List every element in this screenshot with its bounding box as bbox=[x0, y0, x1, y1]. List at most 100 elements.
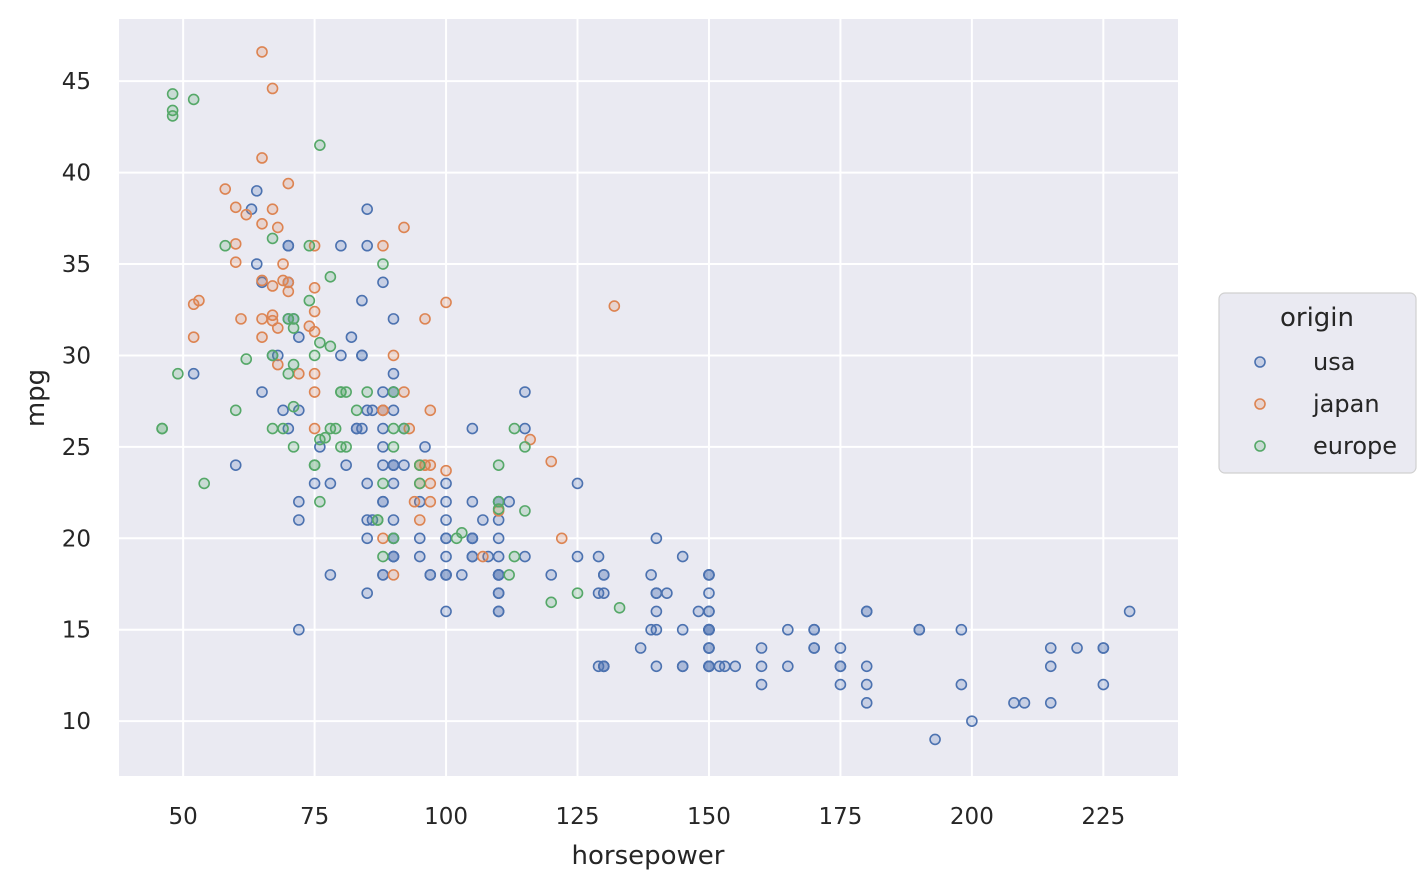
data-point-japan bbox=[424, 477, 437, 490]
data-point-usa bbox=[808, 623, 820, 636]
x-tick-label: 125 bbox=[556, 804, 600, 830]
legend-entries: usa japan europe bbox=[1254, 348, 1397, 460]
data-point-usa bbox=[860, 605, 873, 618]
legend-marker-usa bbox=[1254, 356, 1266, 368]
data-point-usa bbox=[492, 532, 505, 545]
data-point-usa bbox=[466, 422, 479, 435]
data-point-japan bbox=[282, 177, 295, 190]
y-axis-label: mpg bbox=[21, 369, 51, 427]
data-point-usa bbox=[492, 550, 505, 563]
data-point-usa bbox=[834, 642, 847, 654]
data-point-europe bbox=[287, 358, 300, 371]
data-point-usa bbox=[650, 587, 663, 599]
data-point-usa bbox=[598, 660, 610, 673]
data-point-japan bbox=[308, 386, 321, 398]
y-tick-label: 20 bbox=[62, 526, 91, 552]
data-point-europe bbox=[172, 367, 184, 380]
data-point-usa bbox=[387, 514, 400, 526]
data-point-usa bbox=[519, 386, 531, 398]
data-point-japan bbox=[398, 221, 410, 234]
data-point-usa bbox=[782, 660, 794, 673]
data-point-europe bbox=[335, 441, 347, 453]
data-point-japan bbox=[377, 404, 389, 417]
data-point-usa bbox=[703, 605, 715, 618]
legend-label-japan: japan bbox=[1312, 390, 1380, 418]
data-point-usa bbox=[377, 276, 389, 289]
data-point-europe bbox=[450, 532, 463, 545]
data-point-usa bbox=[650, 532, 663, 545]
x-tick-label: 175 bbox=[818, 804, 862, 830]
data-point-europe bbox=[377, 258, 389, 270]
data-point-japan bbox=[408, 495, 421, 508]
data-point-usa bbox=[1008, 697, 1020, 709]
grid-lines bbox=[119, 19, 1178, 776]
data-point-europe bbox=[377, 550, 389, 563]
data-point-usa bbox=[1097, 678, 1110, 691]
data-point-usa bbox=[519, 422, 531, 435]
data-point-europe bbox=[287, 322, 300, 334]
data-point-japan bbox=[424, 404, 437, 417]
data-point-europe bbox=[371, 514, 384, 526]
data-point-europe bbox=[166, 104, 179, 117]
data-point-europe bbox=[266, 232, 279, 245]
data-point-usa bbox=[860, 697, 873, 709]
data-point-usa bbox=[419, 441, 431, 453]
data-point-usa bbox=[703, 569, 715, 581]
data-point-japan bbox=[308, 422, 321, 435]
x-tick-label: 50 bbox=[169, 804, 198, 830]
data-point-europe bbox=[387, 532, 400, 545]
y-tick-label: 25 bbox=[62, 435, 91, 461]
data-point-japan bbox=[377, 239, 389, 252]
data-point-usa bbox=[387, 367, 400, 380]
data-point-usa bbox=[277, 404, 289, 417]
data-point-usa bbox=[592, 587, 605, 599]
data-point-japan bbox=[387, 569, 400, 581]
data-point-usa bbox=[503, 495, 515, 508]
data-point-japan bbox=[477, 550, 489, 563]
data-point-europe bbox=[308, 459, 321, 471]
data-point-usa bbox=[1123, 605, 1136, 618]
data-point-japan bbox=[308, 325, 321, 338]
data-point-europe bbox=[266, 349, 279, 362]
data-point-usa bbox=[361, 239, 373, 252]
data-point-usa bbox=[466, 550, 479, 563]
data-point-europe bbox=[266, 422, 279, 435]
data-point-usa bbox=[634, 642, 647, 654]
data-point-europe bbox=[361, 386, 373, 398]
data-point-japan bbox=[256, 313, 268, 325]
data-point-usa bbox=[361, 532, 373, 545]
y-tick-label: 45 bbox=[62, 69, 91, 95]
data-point-usa bbox=[398, 459, 410, 471]
data-point-japan bbox=[256, 152, 268, 164]
data-point-usa bbox=[713, 660, 726, 673]
data-point-japan bbox=[256, 331, 268, 343]
data-point-usa bbox=[387, 477, 400, 490]
data-point-usa bbox=[1044, 660, 1057, 673]
data-point-usa bbox=[293, 331, 305, 343]
data-point-japan bbox=[440, 464, 452, 477]
data-point-japan bbox=[235, 313, 247, 325]
data-point-europe bbox=[571, 587, 584, 599]
data-point-japan bbox=[266, 280, 279, 292]
legend-label-europe: europe bbox=[1313, 432, 1397, 460]
data-point-usa bbox=[571, 550, 584, 563]
data-point-usa bbox=[229, 459, 242, 471]
data-point-usa bbox=[361, 477, 373, 490]
legend-title: origin bbox=[1280, 303, 1354, 333]
data-point-usa bbox=[755, 678, 768, 691]
data-point-japan bbox=[308, 367, 321, 380]
data-point-europe bbox=[508, 550, 521, 563]
data-point-usa bbox=[703, 642, 715, 654]
data-point-japan bbox=[282, 276, 295, 289]
y-tick-label: 30 bbox=[62, 343, 91, 369]
x-tick-label: 150 bbox=[687, 804, 731, 830]
data-point-usa bbox=[661, 587, 673, 599]
data-point-usa bbox=[492, 514, 505, 526]
data-point-europe bbox=[545, 596, 558, 609]
data-point-usa bbox=[466, 532, 479, 545]
data-point-japan bbox=[271, 322, 284, 334]
data-point-europe bbox=[503, 569, 515, 581]
legend-marker-japan bbox=[1254, 398, 1266, 410]
data-point-usa bbox=[440, 569, 452, 581]
data-point-usa bbox=[340, 459, 352, 471]
